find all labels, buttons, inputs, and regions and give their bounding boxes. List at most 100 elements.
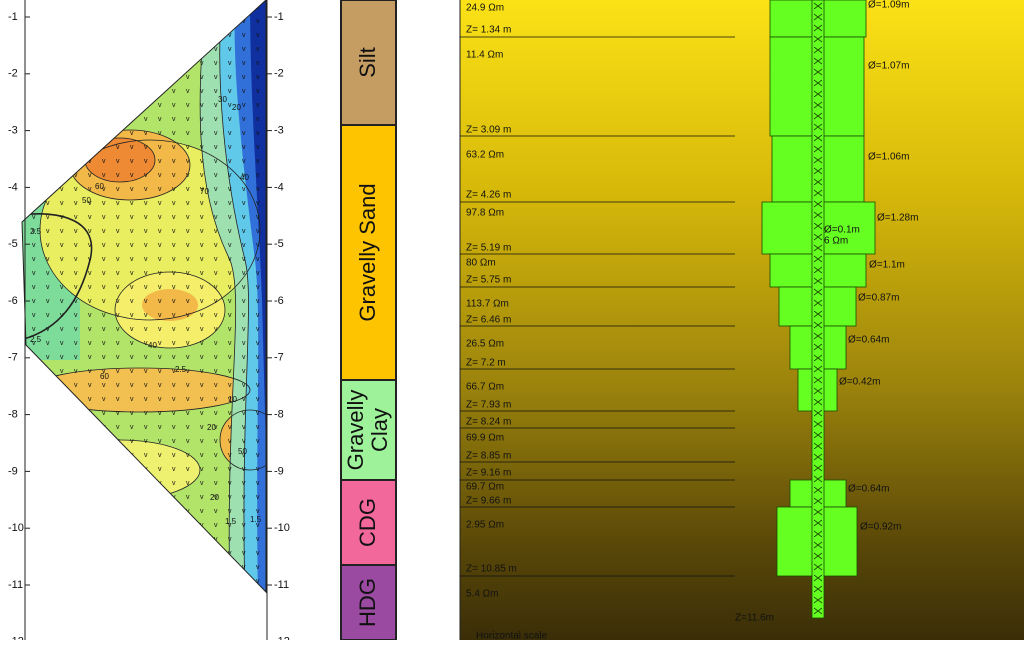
pile-diameter: Ø=1.07m	[868, 61, 909, 72]
layer-resistivity: 80 Ωm	[466, 258, 496, 269]
layer-resistivity: 69.7 Ωm	[466, 482, 504, 493]
core-marker	[813, 35, 823, 43]
core-marker	[813, 101, 823, 109]
core-marker	[813, 134, 823, 142]
core-marker	[813, 178, 823, 186]
layer-depth: Z= 3.09 m	[466, 125, 511, 136]
core-diameter: Ø=0.1m	[824, 225, 860, 236]
core-marker	[813, 563, 823, 571]
core-marker	[813, 530, 823, 538]
core-marker	[813, 519, 823, 527]
contour-label: 1.5	[250, 515, 262, 524]
pile-diameter: Ø=0.42m	[839, 377, 880, 388]
layer-depth: Z= 6.46 m	[466, 315, 511, 326]
core-marker	[813, 90, 823, 98]
pile-diameter: Ø=1.28m	[877, 213, 918, 224]
core-marker	[813, 552, 823, 560]
core-marker	[813, 376, 823, 384]
contour-label: 1.5	[225, 517, 237, 526]
y-tick-label: -5	[8, 238, 18, 250]
y-tick-label: -9	[274, 465, 284, 477]
core-marker	[813, 442, 823, 450]
y-tick-label: -6	[274, 295, 284, 307]
contour-label: 2.5	[30, 227, 42, 236]
stratum	[340, 379, 397, 481]
core-marker	[813, 189, 823, 197]
pile-diameter: Ø=0.87m	[858, 293, 899, 304]
core-marker	[813, 156, 823, 164]
core-marker	[813, 453, 823, 461]
layer-resistivity: 5.4 Ωm	[466, 589, 499, 600]
y-tick-label: -7	[274, 352, 284, 364]
y-tick-label: -12	[274, 636, 290, 640]
contour-label: 2.5	[175, 365, 187, 374]
y-tick-label: -11	[8, 579, 23, 591]
layer-resistivity: 69.9 Ωm	[466, 433, 504, 444]
core-marker	[813, 112, 823, 120]
core-marker	[813, 145, 823, 153]
core-marker	[813, 431, 823, 439]
pile-diameter: Ø=1.1m	[869, 260, 905, 271]
contour-label: 30	[218, 95, 227, 104]
contour-label: 60	[95, 182, 104, 191]
core-marker	[813, 365, 823, 373]
contour-label: 70	[200, 187, 209, 196]
layer-depth: Z= 8.85 m	[466, 451, 511, 462]
core-marker	[813, 607, 823, 615]
scale-label: Horizontal scale	[476, 631, 548, 640]
y-tick-label: -10	[274, 522, 290, 534]
section-panel	[21, 0, 268, 640]
stratum	[340, 564, 397, 641]
layer-depth: Z= 5.75 m	[466, 275, 511, 286]
contour-label: 2.5	[30, 335, 42, 344]
layer-resistivity: 26.5 Ωm	[466, 339, 504, 350]
core-marker	[813, 387, 823, 395]
layer-depth: Z= 7.2 m	[466, 358, 506, 369]
layer-resistivity: 24.9 Ωm	[466, 3, 504, 14]
core-marker	[813, 24, 823, 32]
stratum	[340, 124, 397, 381]
core-marker	[813, 464, 823, 472]
contour-label: 60	[100, 372, 109, 381]
pile-diameter: Ø=0.92m	[860, 522, 901, 533]
core-marker	[813, 299, 823, 307]
y-tick-label: -9	[8, 465, 18, 477]
soil-background	[460, 0, 1024, 640]
core-marker	[813, 343, 823, 351]
core-marker	[813, 409, 823, 417]
y-tick-label: -6	[8, 295, 18, 307]
contour-label: 20	[207, 423, 216, 432]
contour-label: 40	[148, 341, 157, 350]
toe-depth: Z=11.6m	[735, 613, 774, 624]
core-marker	[813, 46, 823, 54]
core-marker	[813, 420, 823, 428]
layer-depth: Z= 9.66 m	[466, 496, 511, 507]
pile-core	[811, 0, 825, 619]
core-marker	[813, 288, 823, 296]
core-marker	[813, 486, 823, 494]
contour-label: 40	[240, 173, 249, 182]
stratum-label: Clay	[367, 408, 392, 452]
y-tick-label: -4	[8, 181, 18, 193]
y-tick-label: -12	[8, 636, 24, 640]
layer-depth: Z= 7.93 m	[466, 400, 511, 411]
layer-resistivity: 113.7 Ωm	[466, 299, 509, 310]
layer-resistivity: 66.7 Ωm	[466, 382, 504, 393]
core-marker	[813, 68, 823, 76]
core-marker	[813, 200, 823, 208]
layer-resistivity: 11.4 Ωm	[466, 50, 503, 61]
core-marker	[813, 123, 823, 131]
core-marker	[813, 244, 823, 252]
y-tick-label: -8	[8, 409, 18, 421]
core-marker	[813, 574, 823, 582]
pile-diameter: Ø=1.06m	[868, 152, 909, 163]
y-tick-label: -5	[274, 238, 284, 250]
y-tick-label: -7	[8, 352, 18, 364]
contour-label: 20	[232, 103, 241, 112]
pile-diameter: Ø=0.64m	[848, 335, 889, 346]
y-tick-label: -4	[274, 181, 284, 193]
y-tick-label: -3	[8, 125, 18, 137]
core-marker	[813, 79, 823, 87]
core-marker	[813, 596, 823, 604]
contour-label: 20	[210, 493, 219, 502]
